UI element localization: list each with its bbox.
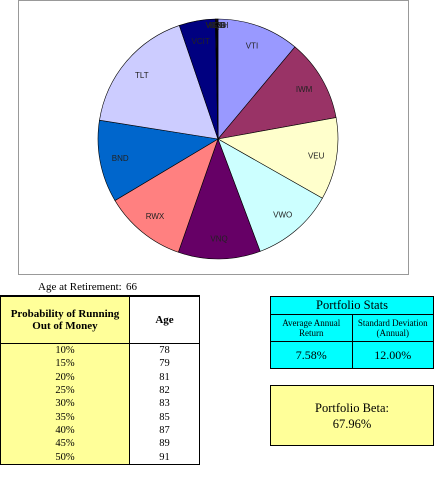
prob-cell: 40%	[0, 423, 130, 438]
age-cell: 85	[129, 410, 200, 424]
pie-label-vwo: VWO	[273, 211, 292, 220]
table-row: 15% 79	[0, 357, 200, 371]
age-cell: 83	[129, 397, 200, 411]
pie-label-tlt: TLT	[135, 71, 149, 80]
table-row: 40% 87	[0, 423, 200, 438]
prob-cell: 50%	[0, 450, 130, 465]
pie-label-vteb: VTEB	[205, 21, 226, 30]
pie-label-iwm: IWM	[296, 85, 313, 94]
pie-slice-veu	[217, 117, 339, 199]
avg-return-value: 7.58%	[271, 342, 353, 368]
header-age: Age	[129, 296, 200, 344]
table-row: 50% 91	[0, 450, 200, 465]
age-at-retirement-value: 66	[126, 281, 137, 293]
pie-label-rwx: RWX	[146, 212, 165, 221]
portfolio-beta: Portfolio Beta: 67.96%	[270, 385, 434, 446]
pie-chart: VTIIWMVEUVWOVNQRWXBNDTLTVCITVTEBAGGVGSHL…	[97, 18, 339, 260]
pie-slice-vwo	[217, 138, 323, 252]
portfolio-stats: Portfolio Stats Average Annual Return St…	[270, 296, 434, 369]
table-row: 20% 81	[0, 370, 200, 384]
age-cell: 89	[129, 437, 200, 451]
table-row: 10% 78	[0, 343, 200, 358]
probability-table: Probability of Running Out of Money Age …	[0, 296, 200, 465]
std-dev-value: 12.00%	[374, 348, 412, 362]
pie-slice-vnq	[177, 138, 261, 260]
pie-slice-lqd	[217, 18, 219, 140]
prob-cell: 35%	[0, 410, 130, 424]
pie-label-vnq: VNQ	[210, 235, 227, 244]
pie-label-veu: VEU	[308, 152, 325, 161]
table-row: 25% 82	[0, 383, 200, 398]
prob-cell: 15%	[0, 357, 130, 371]
pie-slice-tlt	[99, 25, 219, 140]
pie-label-agg: AGG	[208, 21, 226, 30]
pie-label-vcit: VCIT	[192, 37, 210, 46]
age-cell: 91	[129, 450, 200, 465]
prob-cell: 45%	[0, 437, 130, 451]
age-cell: 79	[129, 357, 200, 371]
pie-label-lqd: LQD	[209, 21, 226, 30]
prob-cell: 30%	[0, 397, 130, 411]
age-cell: 81	[129, 370, 200, 384]
prob-cell: 25%	[0, 383, 130, 398]
age-cell: 87	[129, 423, 200, 438]
std-dev-header: Standard Deviation (Annual)	[357, 318, 428, 338]
pie-slice-bnd	[97, 119, 219, 201]
table-row: 30% 83	[0, 397, 200, 411]
pie-label-bnd: BND	[112, 154, 129, 163]
divider	[0, 295, 200, 296]
table-header-row: Probability of Running Out of Money Age	[0, 296, 200, 344]
age-cell: 82	[129, 383, 200, 398]
age-at-retirement-label: Age at Retirement:	[38, 281, 122, 293]
pie-slice-iwm	[217, 46, 337, 140]
header-probability: Probability of Running Out of Money	[0, 296, 130, 344]
pie-slice-rwx	[114, 138, 219, 253]
portfolio-beta-value: 67.96%	[332, 417, 372, 431]
table-row: 35% 85	[0, 410, 200, 424]
portfolio-beta-label: Portfolio Beta:	[315, 401, 389, 415]
age-cell: 78	[129, 343, 200, 358]
pie-label-vti: VTI	[246, 41, 258, 50]
prob-cell: 20%	[0, 370, 130, 384]
portfolio-stats-title: Portfolio Stats	[271, 297, 433, 315]
allocation-chart: VTI IWM VEU VWO VNQ RWX BND TLT VCIT VTEB AGG VGSH L…	[18, 0, 409, 275]
prob-cell: 10%	[0, 343, 130, 358]
pie-slice-vti	[217, 18, 296, 140]
table-row: 45% 89	[0, 437, 200, 451]
avg-return-header: Average Annual Return	[271, 315, 353, 341]
age-at-retirement: Age at Retirement: 66	[0, 281, 200, 296]
